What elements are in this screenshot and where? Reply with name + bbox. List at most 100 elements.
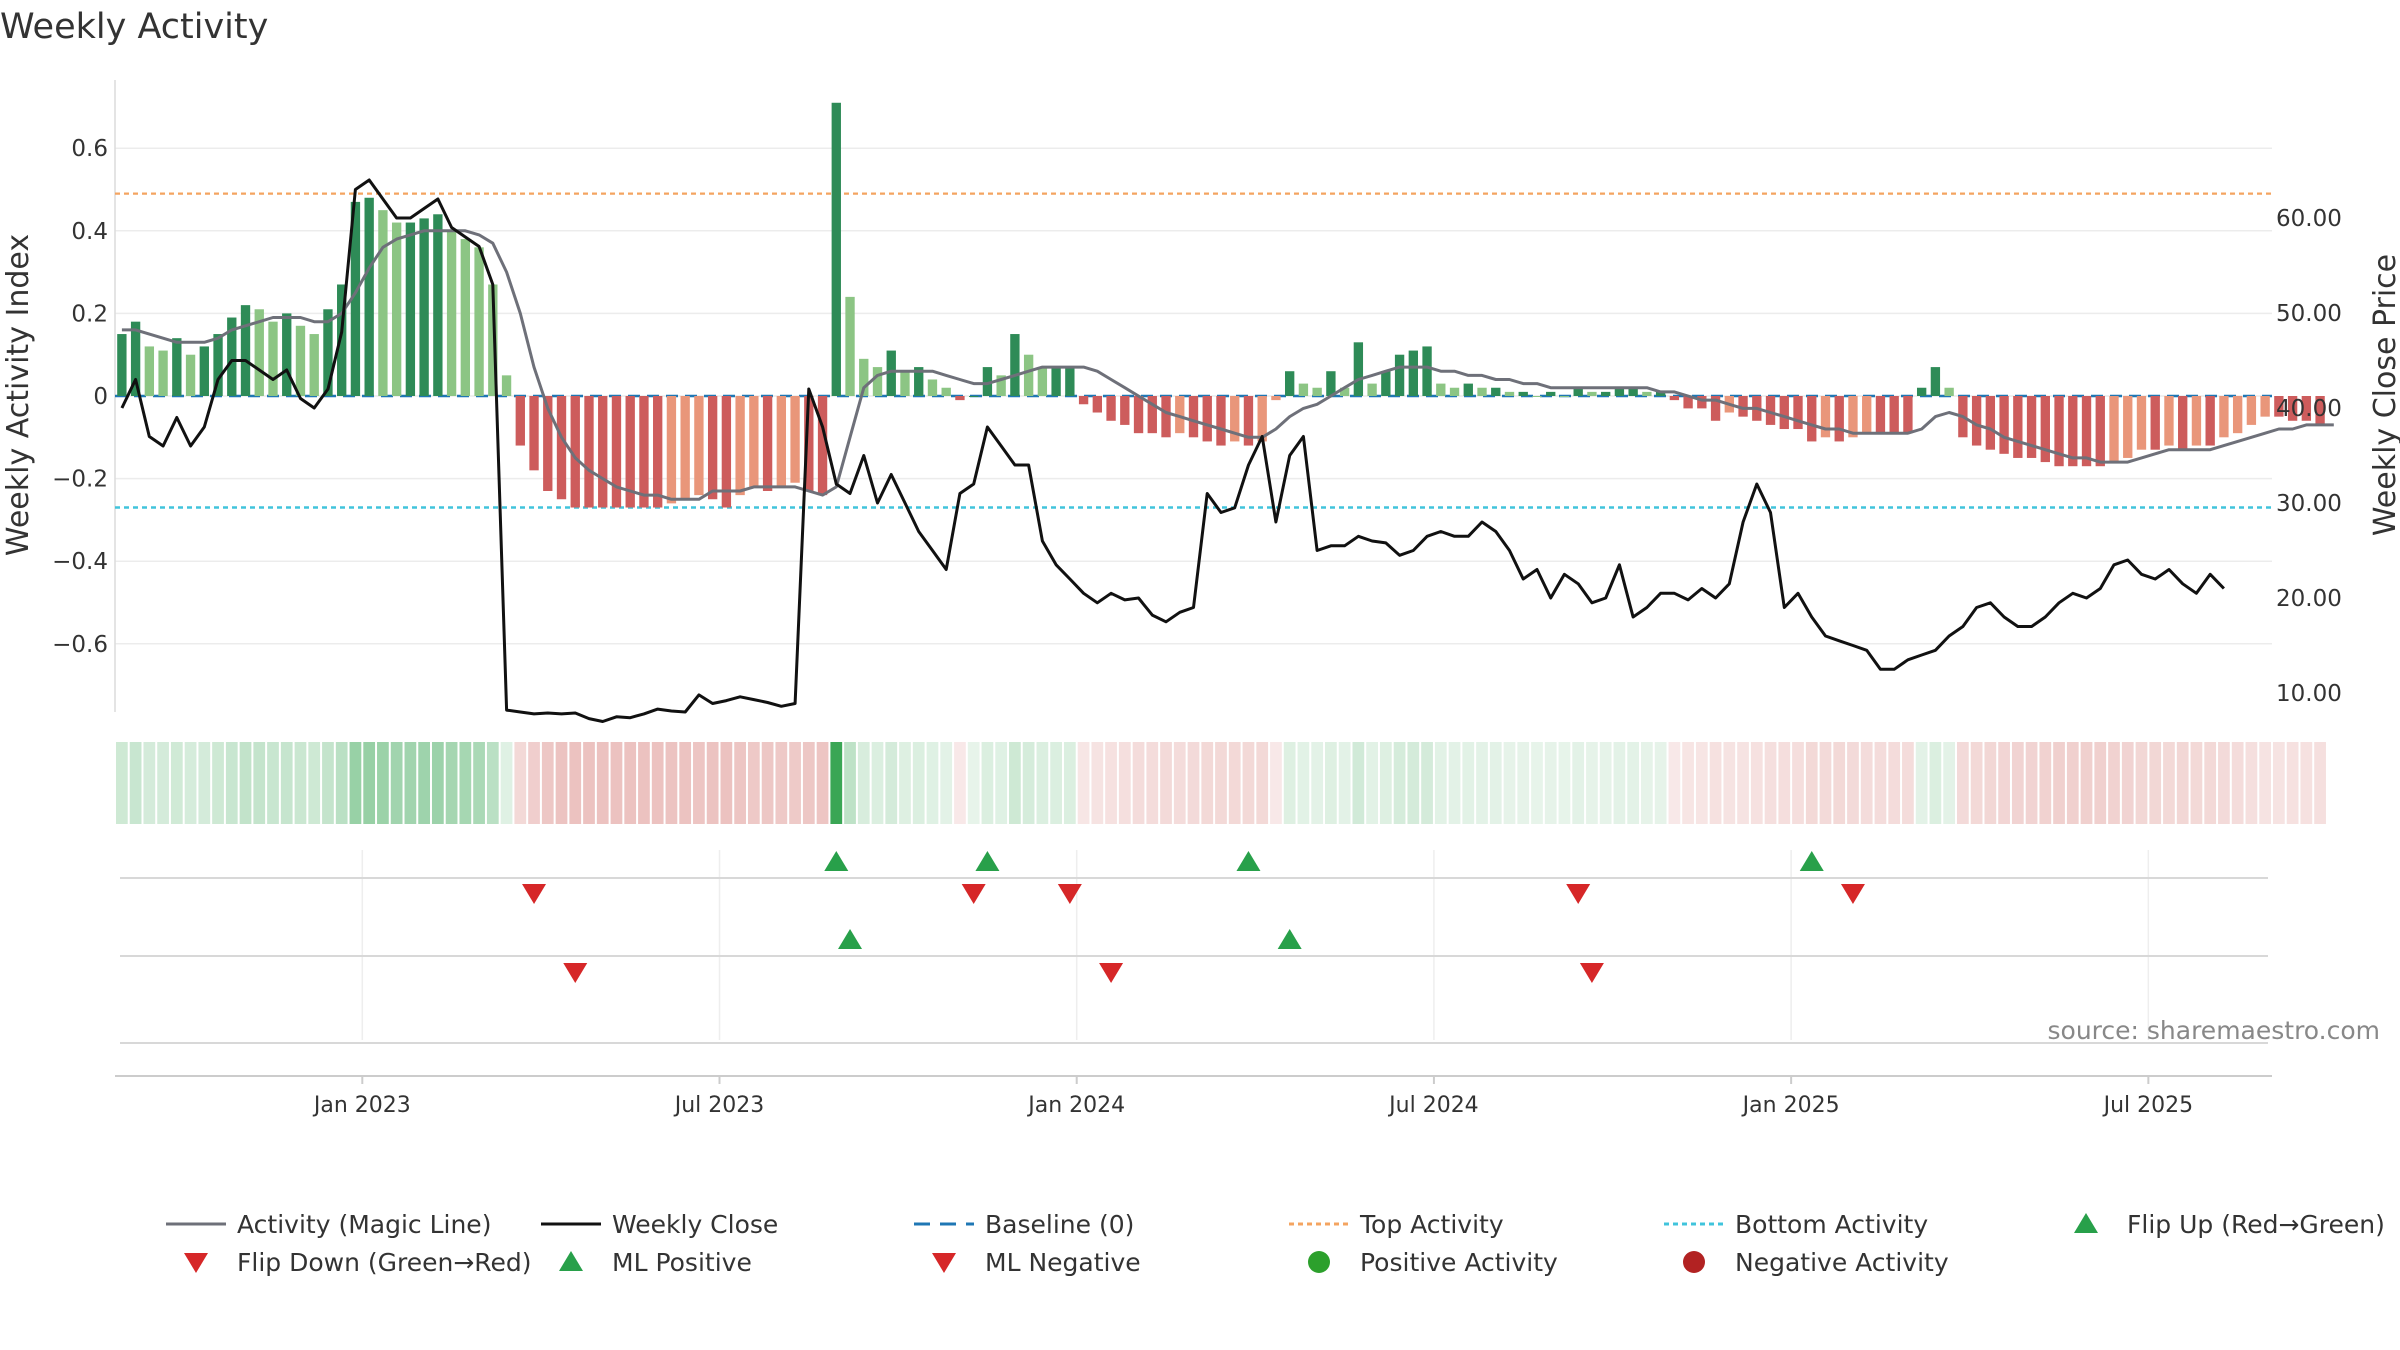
heat-cell — [1517, 742, 1530, 824]
heat-cell — [1489, 742, 1502, 824]
activity-bar — [1793, 396, 1803, 430]
heat-cell — [1929, 742, 1942, 824]
activity-bar — [460, 239, 471, 396]
activity-bar — [556, 396, 567, 500]
activity-bar — [1985, 396, 1996, 450]
series-lines — [120, 178, 2334, 723]
heat-cell — [1888, 742, 1901, 824]
activity-bar — [2246, 396, 2257, 425]
activity-bar — [1875, 396, 1886, 434]
heat-cell — [1393, 742, 1406, 824]
heat-cell — [1723, 742, 1736, 824]
legend-label: Baseline (0) — [985, 1210, 1134, 1239]
heat-cell — [1118, 742, 1131, 824]
right-tick-label: 20.00 — [2276, 586, 2342, 612]
activity-bar — [969, 396, 979, 397]
heat-cell — [1338, 742, 1351, 824]
activity-bar — [1518, 391, 1528, 396]
heat-cell — [1187, 742, 1200, 824]
activity-bar — [323, 309, 333, 396]
activity-bar — [446, 230, 457, 396]
activity-bar — [1023, 354, 1034, 396]
legend-item: Flip Up (Red→Green) — [2074, 1210, 2385, 1239]
heat-cell — [2135, 742, 2148, 824]
activity-bar — [433, 214, 443, 396]
activity-bar — [900, 371, 910, 396]
heat-cell — [1173, 742, 1186, 824]
activity-bar — [364, 197, 374, 396]
activity-bar — [2081, 396, 2092, 467]
ml-negative-marker — [563, 963, 588, 983]
heat-cell — [1050, 742, 1062, 824]
activity-bar — [1532, 396, 1542, 397]
x-axis: Jan 2023 Jul 2023 Jan 2024 Jul 2024 Jan 2025… — [115, 1075, 2272, 1118]
heat-cell — [1146, 742, 1159, 824]
activity-bar — [117, 334, 127, 396]
heat-cell — [1283, 742, 1296, 824]
legend-swatch — [1308, 1251, 1330, 1273]
activity-bar — [2232, 396, 2243, 434]
ml-positive-marker — [838, 929, 863, 949]
activity-bar — [1916, 387, 1927, 396]
heat-cell — [1860, 742, 1873, 824]
heat-cell — [967, 742, 980, 824]
heat-cell — [583, 742, 595, 824]
legend-item: Positive Activity — [1308, 1248, 1558, 1277]
heat-cell — [116, 742, 128, 824]
legend-label: Activity (Magic Line) — [237, 1210, 491, 1239]
heat-cell — [1009, 742, 1021, 824]
weekly-close-line — [120, 178, 2225, 723]
activity-bar — [1257, 396, 1267, 442]
left-tick-label: −0.6 — [52, 632, 108, 658]
activity-bar — [1614, 387, 1625, 396]
x-tick-label: Jul 2023 — [673, 1093, 765, 1118]
activity-bar — [1807, 396, 1817, 442]
activity-bar — [2191, 396, 2202, 446]
activity-bar — [227, 317, 237, 396]
activity-bar — [625, 396, 635, 508]
activity-bar — [378, 210, 388, 396]
activity-bar — [1765, 396, 1776, 425]
legend-swatch — [559, 1251, 583, 1271]
heat-cell — [844, 742, 856, 824]
heat-cell — [2163, 742, 2175, 824]
heat-cell — [1970, 742, 1983, 824]
activity-bar — [2150, 396, 2160, 450]
activity-bar — [2068, 396, 2078, 467]
activity-bar — [762, 396, 773, 491]
heat-cell — [1957, 742, 1969, 824]
activity-bar — [886, 350, 896, 396]
heat-cell — [995, 742, 1008, 824]
right-axis: 60.00 50.00 40.00 30.00 20.00 10.00 — [2276, 206, 2342, 707]
flip-up-marker — [1236, 851, 1261, 871]
heat-cell — [1819, 742, 1832, 824]
activity-bar — [1422, 346, 1432, 396]
heat-cell — [335, 742, 348, 824]
heat-cell — [1352, 742, 1365, 824]
heat-cell — [871, 742, 884, 824]
activity-bar — [735, 396, 745, 496]
activity-bar — [199, 346, 209, 396]
heat-cell — [2094, 742, 2107, 824]
flip-down-marker — [1057, 884, 1082, 904]
activity-bar — [1147, 396, 1157, 434]
heat-cell — [2039, 742, 2052, 824]
activity-bar — [2095, 396, 2105, 467]
activity-bar — [1655, 391, 1666, 396]
legend-label: Positive Activity — [1360, 1248, 1558, 1277]
activity-bar — [1546, 391, 1556, 396]
heat-cell — [1874, 742, 1887, 824]
activity-bar — [1243, 396, 1254, 446]
heat-cell — [239, 742, 252, 824]
ml-negative-marker — [1579, 963, 1604, 983]
heat-cell — [954, 742, 966, 824]
right-tick-label: 40.00 — [2276, 396, 2342, 422]
heat-cell — [1366, 742, 1378, 824]
activity-bar — [1271, 396, 1281, 401]
activity-bar — [1051, 367, 1061, 396]
heat-cell — [2011, 742, 2024, 824]
heat-cell — [665, 742, 678, 824]
heat-cell — [418, 742, 430, 824]
heat-cell — [926, 742, 939, 824]
heat-cell — [1228, 742, 1241, 824]
